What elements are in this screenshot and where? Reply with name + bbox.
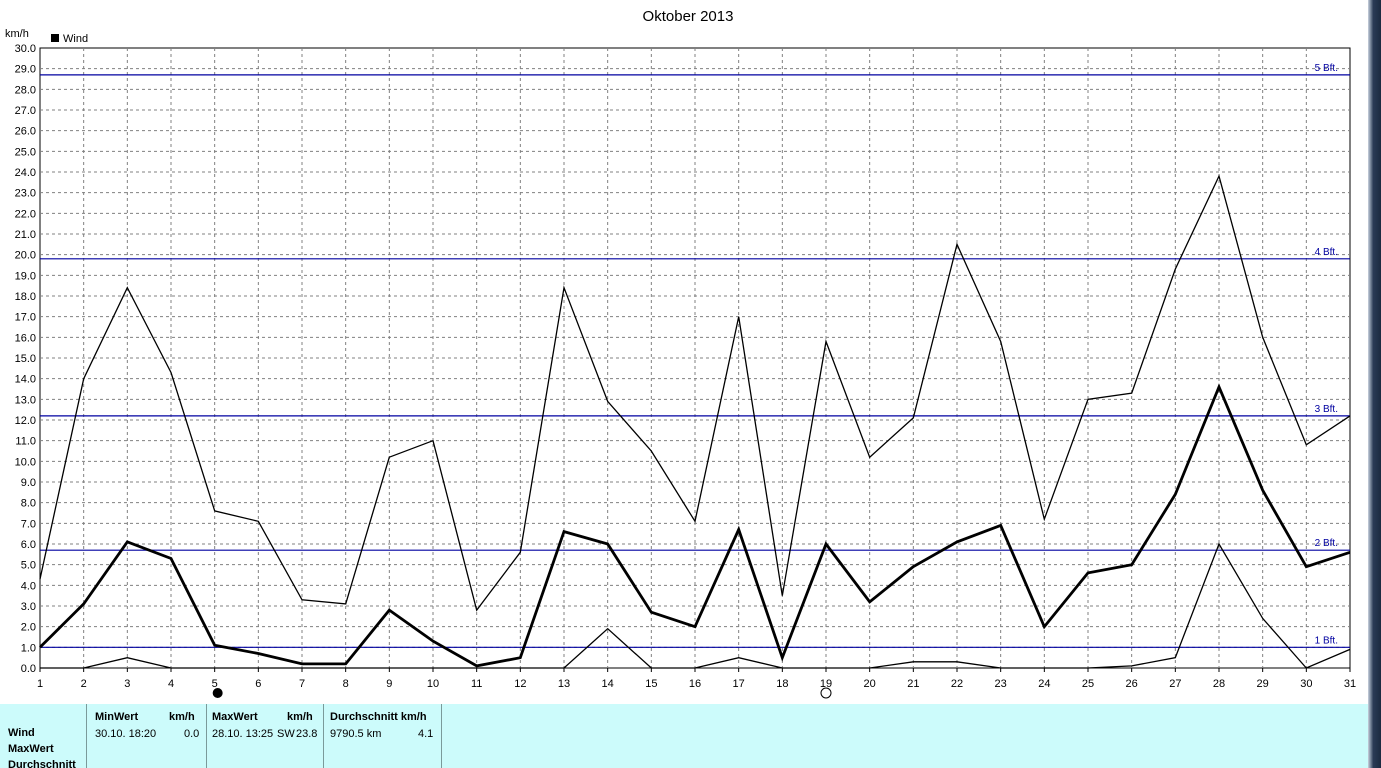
y-tick-label: 18.0 (15, 291, 36, 303)
row-label-average: Durchschnitt (8, 759, 76, 768)
x-tick-label: 11 (471, 678, 482, 690)
y-tick-label: 30.0 (15, 43, 36, 55)
x-tick-label: 7 (299, 678, 305, 690)
x-tick-label: 5 (212, 678, 218, 690)
x-tick-label: 27 (1169, 678, 1181, 690)
x-tick-label: 25 (1082, 678, 1094, 690)
x-tick-label: 20 (864, 678, 876, 690)
min-column: MinWert km/h 30.10. 18:20 0.0 (86, 704, 207, 768)
y-tick-label: 17.0 (15, 312, 36, 324)
max-value: 23.8 (296, 728, 318, 740)
y-tick-label: 20.0 (15, 250, 36, 262)
row-label-max: MaxWert (8, 743, 54, 755)
beaufort-label: 5 Bft. (1315, 63, 1338, 74)
y-tick-label: 13.0 (15, 394, 36, 406)
max-direction: SW (277, 728, 295, 740)
y-tick-label: 8.0 (21, 498, 36, 510)
y-tick-label: 5.0 (21, 560, 36, 572)
y-tick-label: 29.0 (15, 64, 36, 76)
series-line-max (39, 174, 1351, 612)
x-tick-label: 28 (1213, 678, 1225, 690)
y-tick-label: 26.0 (15, 126, 36, 138)
y-tick-label: 1.0 (21, 642, 36, 654)
y-tick-label: 10.0 (15, 456, 36, 468)
max-column: MaxWert km/h 28.10. 13:25 SW 23.8 (206, 704, 324, 768)
y-tick-label: 22.0 (15, 208, 36, 220)
y-axis-unit: km/h (5, 28, 29, 40)
max-date: 28.10. 13:25 (212, 728, 274, 740)
y-tick-label: 11.0 (15, 436, 36, 448)
y-tick-label: 2.0 (21, 622, 36, 634)
x-tick-label: 22 (951, 678, 963, 690)
y-tick-label: 3.0 (21, 601, 36, 613)
legend-swatch (51, 34, 59, 42)
x-tick-label: 6 (255, 678, 261, 690)
beaufort-label: 2 Bft. (1315, 538, 1338, 549)
x-tick-label: 16 (689, 678, 701, 690)
statistics-panel: Wind MaxWert Durchschnitt MinWert km/h 3… (0, 704, 1368, 768)
max-header: MaxWert (212, 711, 258, 723)
average-column: Durchschnitt km/h 9790.5 km 4.1 (324, 704, 442, 768)
y-tick-label: 14.0 (15, 374, 36, 386)
x-tick-label: 9 (386, 678, 392, 690)
average-header: Durchschnitt km/h (330, 711, 427, 723)
x-tick-label: 29 (1257, 678, 1269, 690)
y-tick-label: 15.0 (15, 353, 36, 365)
legend-label: Wind (63, 33, 88, 45)
x-tick-label: 24 (1038, 678, 1050, 690)
beaufort-label: 3 Bft. (1315, 404, 1338, 415)
y-tick-label: 12.0 (15, 415, 36, 427)
x-tick-label: 21 (907, 678, 919, 690)
window-edge (1368, 0, 1381, 768)
x-tick-label: 26 (1126, 678, 1138, 690)
x-tick-label: 4 (168, 678, 174, 690)
min-value: 0.0 (184, 728, 200, 740)
min-date: 30.10. 18:20 (95, 728, 157, 740)
x-tick-label: 23 (995, 678, 1007, 690)
row-label-wind: Wind (8, 727, 35, 739)
x-tick-label: 10 (427, 678, 439, 690)
x-tick-label: 31 (1344, 678, 1356, 690)
min-header: MinWert (95, 711, 139, 723)
y-tick-label: 27.0 (15, 105, 36, 117)
x-tick-label: 15 (645, 678, 657, 690)
y-tick-label: 7.0 (21, 518, 36, 530)
y-tick-label: 23.0 (15, 188, 36, 200)
new-moon-icon (212, 688, 223, 698)
y-tick-label: 16.0 (15, 332, 36, 344)
y-tick-label: 4.0 (21, 580, 36, 592)
full-moon-icon (820, 687, 832, 699)
average-value: 4.1 (418, 728, 434, 740)
y-tick-label: 9.0 (21, 477, 36, 489)
x-tick-label: 14 (602, 678, 614, 690)
x-tick-label: 19 (820, 678, 832, 690)
y-tick-label: 28.0 (15, 84, 36, 96)
x-tick-label: 17 (733, 678, 745, 690)
y-tick-label: 25.0 (15, 146, 36, 158)
beaufort-label: 1 Bft. (1315, 635, 1338, 646)
y-tick-label: 24.0 (15, 167, 36, 179)
wind-chart: 0.01.02.03.04.05.06.07.08.09.010.011.012… (5, 8, 1356, 699)
x-tick-label: 13 (558, 678, 570, 690)
x-tick-label: 18 (776, 678, 788, 690)
y-tick-label: 19.0 (15, 270, 36, 282)
series-line-average (39, 383, 1351, 668)
y-tick-label: 6.0 (21, 539, 36, 551)
min-unit: km/h (169, 711, 195, 723)
max-unit: km/h (287, 711, 313, 723)
y-tick-label: 21.0 (15, 229, 36, 241)
x-tick-label: 8 (343, 678, 349, 690)
chart-title: Oktober 2013 (643, 8, 734, 25)
x-tick-label: 30 (1300, 678, 1312, 690)
average-distance: 9790.5 km (330, 728, 382, 740)
x-tick-label: 2 (81, 678, 87, 690)
x-tick-label: 12 (514, 678, 526, 690)
x-tick-label: 1 (37, 678, 43, 690)
y-tick-label: 0.0 (21, 663, 36, 675)
beaufort-label: 4 Bft. (1315, 247, 1338, 258)
x-tick-label: 3 (124, 678, 130, 690)
